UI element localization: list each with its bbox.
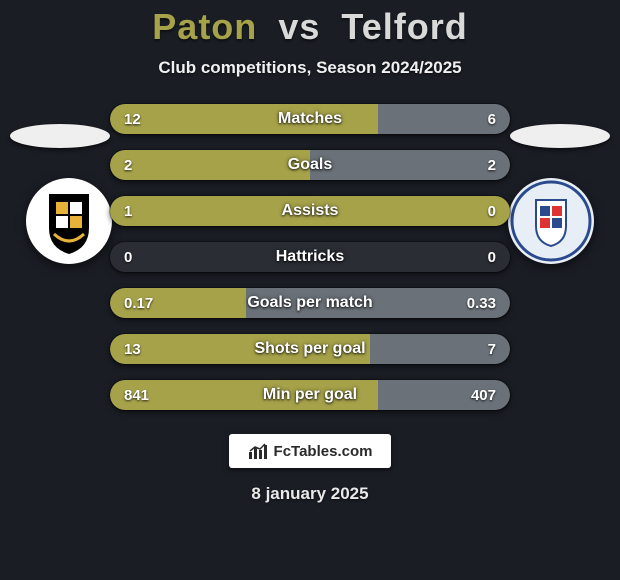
stat-value-left: 12 xyxy=(124,104,141,134)
stat-value-right: 0 xyxy=(488,242,496,272)
stat-row: 137Shots per goal xyxy=(110,334,510,364)
chart-icon xyxy=(248,442,268,460)
stat-value-right: 7 xyxy=(488,334,496,364)
stat-row: 0 0Hattricks xyxy=(110,242,510,272)
subtitle: Club competitions, Season 2024/2025 xyxy=(158,58,461,78)
date-label: 8 january 2025 xyxy=(251,484,368,504)
right-disc xyxy=(510,124,610,148)
stat-bar-left xyxy=(110,196,510,226)
stat-value-left: 1 xyxy=(124,196,132,226)
comparison-card: Paton vs Telford Club competitions, Seas… xyxy=(0,0,620,580)
stat-value-right: 407 xyxy=(471,380,496,410)
stat-value-right: 2 xyxy=(488,150,496,180)
page-title: Paton vs Telford xyxy=(152,6,467,48)
barrow-icon xyxy=(508,178,594,264)
stat-bar-left xyxy=(110,380,378,410)
vs-label: vs xyxy=(278,6,320,47)
port-vale-icon xyxy=(26,178,112,264)
stat-value-right: 0 xyxy=(488,196,496,226)
stat-value-left: 0.17 xyxy=(124,288,153,318)
stat-row: 841407Min per goal xyxy=(110,380,510,410)
stat-bar-left xyxy=(110,150,310,180)
stat-row: 10Assists xyxy=(110,196,510,226)
stat-bar-left xyxy=(110,334,370,364)
branding-text: FcTables.com xyxy=(274,443,373,460)
stat-value-right: 0.33 xyxy=(467,288,496,318)
left-disc xyxy=(10,124,110,148)
stat-bar-left xyxy=(110,104,378,134)
stat-value-left: 841 xyxy=(124,380,149,410)
left-club-badge xyxy=(26,178,112,264)
stat-row: 0.170.33Goals per match xyxy=(110,288,510,318)
stat-label: Hattricks xyxy=(110,242,510,272)
stat-row: 126Matches xyxy=(110,104,510,134)
right-club-badge xyxy=(508,178,594,264)
stat-value-left: 2 xyxy=(124,150,132,180)
stat-value-left: 13 xyxy=(124,334,141,364)
stat-value-left: 0 xyxy=(124,242,132,272)
stats-container: 126Matches22Goals10Assists00Hattricks0.1… xyxy=(110,104,510,410)
stat-value-right: 6 xyxy=(488,104,496,134)
player1-name: Paton xyxy=(152,6,257,47)
stat-row: 22Goals xyxy=(110,150,510,180)
branding-badge: FcTables.com xyxy=(229,434,391,468)
stat-bar-right xyxy=(310,150,510,180)
player2-name: Telford xyxy=(341,6,467,47)
